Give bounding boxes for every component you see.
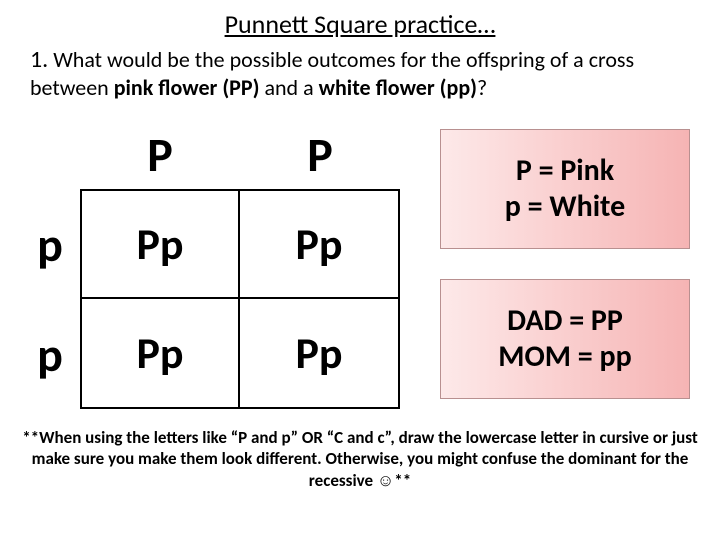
row-header-1: p xyxy=(20,189,80,299)
legend-line: MOM = pp xyxy=(498,339,631,375)
question-mid: and a xyxy=(259,74,318,101)
legend-line: DAD = PP xyxy=(507,303,623,339)
cell-11: Pp xyxy=(80,189,240,299)
question-bold2: white flower (pp) xyxy=(319,74,477,101)
legend-box-parents: DAD = PP MOM = pp xyxy=(440,279,690,399)
row-header-2: p xyxy=(20,299,80,409)
legend-line: P = Pink xyxy=(516,153,614,189)
question-text: 1. What would be the possible outcomes f… xyxy=(30,46,690,101)
question-bold1: pink flower (PP) xyxy=(114,74,260,101)
question-number: 1. xyxy=(30,45,48,74)
content-row: P P p Pp Pp p Pp Pp P = Pink p = White D… xyxy=(0,119,720,409)
question-after: ? xyxy=(477,74,487,101)
col-header-1: P xyxy=(80,119,240,189)
legend: P = Pink p = White DAD = PP MOM = pp xyxy=(440,129,690,409)
legend-box-alleles: P = Pink p = White xyxy=(440,129,690,249)
cell-12: Pp xyxy=(240,189,400,299)
cell-22: Pp xyxy=(240,299,400,409)
footnote: **When using the letters like “P and p” … xyxy=(18,427,702,491)
cell-21: Pp xyxy=(80,299,240,409)
punnett-square: P P p Pp Pp p Pp Pp xyxy=(20,119,400,409)
legend-line: p = White xyxy=(505,189,625,225)
corner-blank xyxy=(20,119,80,189)
col-header-2: P xyxy=(240,119,400,189)
page-title: Punnett Square practice… xyxy=(0,8,720,40)
